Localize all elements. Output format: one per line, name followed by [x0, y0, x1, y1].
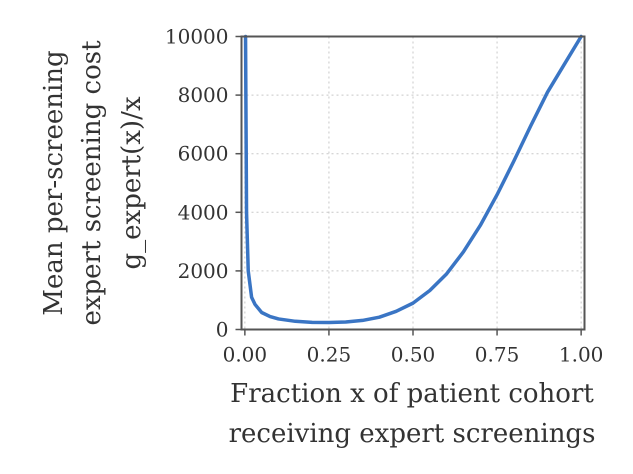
y-axis-label-line-2: expert screening cost	[77, 40, 107, 326]
x-axis-label-line-2: receiving expert screenings	[229, 419, 596, 449]
series-layer	[243, 34, 583, 325]
y-tick-label: 4000	[178, 200, 229, 224]
x-axis-label-line-1: Fraction x of patient cohort	[230, 379, 594, 409]
grid-lines	[241, 36, 585, 330]
series-line	[243, 34, 583, 325]
x-axis-ticks: 0.00 0.25 0.50 0.75 1.00	[223, 329, 604, 367]
x-tick-label: 0.00	[223, 343, 268, 367]
y-tick-label: 2000	[178, 259, 229, 283]
x-tick-label: 0.50	[391, 343, 436, 367]
x-tick-label: 0.25	[307, 343, 352, 367]
y-tick-label: 10000	[165, 25, 229, 49]
y-tick-label: 6000	[178, 142, 229, 166]
y-tick-label: 8000	[178, 83, 229, 107]
x-tick-label: 1.00	[559, 343, 604, 367]
y-tick-label: 0	[216, 318, 229, 342]
y-axis-label-line-1: Mean per-screening	[39, 50, 69, 315]
y-axis-label-line-3: g_expert(x)/x	[117, 96, 147, 269]
x-tick-label: 0.75	[475, 343, 520, 367]
y-axis-ticks: 0 2000 4000 6000 8000 10000	[165, 25, 242, 342]
